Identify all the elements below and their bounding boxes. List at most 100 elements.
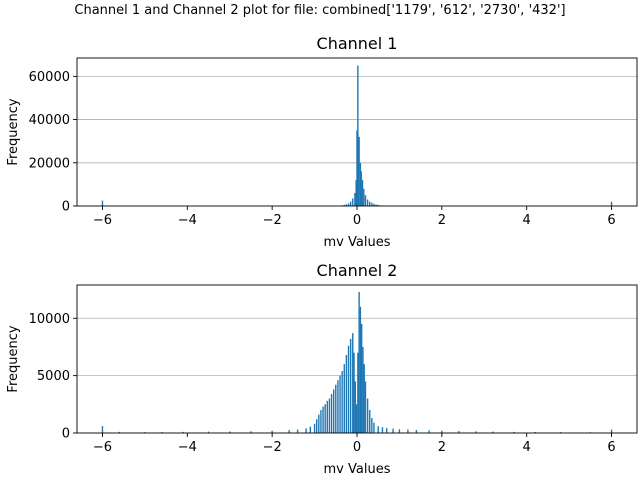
channel-2-histogram-bar <box>354 381 357 433</box>
channel-2-histogram-bar <box>377 426 379 433</box>
channel-2-histogram-bar <box>207 431 210 433</box>
channel-1-histogram-bar <box>343 204 345 206</box>
channel-2-x-tick-label: −4 <box>178 440 197 455</box>
channel-1-histogram-bar <box>377 204 379 206</box>
channel-1-histogram-bar <box>373 203 375 206</box>
channel-1-histogram-bar <box>610 201 613 206</box>
channel-2-histogram-bar <box>326 400 329 433</box>
channel-2-histogram-bar <box>288 430 290 433</box>
channel-1-histogram-bar <box>375 204 377 206</box>
channel-2-x-tick-label: 0 <box>353 440 361 455</box>
channel-2-histogram-bar <box>296 429 299 433</box>
channel-1-histogram-bar <box>357 65 359 206</box>
channel-2-histogram-bar <box>359 306 362 433</box>
channel-2-histogram-bar <box>428 430 430 433</box>
channel-2-histogram-bar <box>328 398 331 433</box>
channel-2-histogram-bar <box>341 371 343 433</box>
channel-2-title: Channel 2 <box>317 261 398 280</box>
channel-1-y-axis-label: Frequency <box>6 98 21 165</box>
channel-2-histogram-bar <box>363 364 365 433</box>
channel-2-y-tick-label: 5000 <box>37 369 70 384</box>
channel-1-histogram-bar <box>358 136 360 206</box>
channel-2-histogram-bar <box>337 380 339 433</box>
channel-2-histogram-bar <box>320 410 322 433</box>
channel-2-histogram-bar <box>360 324 363 433</box>
channel-2-histogram-bar <box>353 352 355 433</box>
channel-2-histogram-bar <box>357 352 359 433</box>
channel-2-bars <box>101 291 613 433</box>
channel-1-histogram-bar <box>366 199 369 206</box>
channel-2-histogram-bar <box>343 364 345 433</box>
channel-2-x-tick-label: 2 <box>438 440 446 455</box>
channel-1-histogram-bar <box>345 204 348 206</box>
channel-2-histogram-bar <box>118 431 121 433</box>
channel-1-bars <box>101 65 613 206</box>
channel-2-histogram-bar <box>492 431 494 433</box>
channel-2-x-tick-label: 6 <box>607 440 615 455</box>
channel-2-histogram-bar <box>352 333 354 433</box>
channel-1-histogram-bar <box>355 180 357 206</box>
channel-2-histogram-bar <box>364 381 367 433</box>
channel-2-x-ticks: −6 −4 −2 0 2 4 6 <box>93 433 616 455</box>
channel-1-histogram-bar <box>101 200 104 206</box>
channel-2-histogram-bar <box>309 426 312 433</box>
channel-2-x-tick-label: −6 <box>93 440 112 455</box>
channel-2-histogram-bar <box>513 431 515 433</box>
channel-2-x-tick-label: −2 <box>263 440 282 455</box>
channel-2-x-tick-label: 4 <box>523 440 531 455</box>
channel-2-histogram-bar <box>559 432 562 433</box>
channel-2-histogram-bar <box>407 429 409 433</box>
channel-2-histogram-bar <box>315 419 318 433</box>
channel-1-x-tick-label: 2 <box>438 213 446 228</box>
channel-2-histogram-bar <box>322 406 324 433</box>
channel-1-histogram-bar <box>363 188 365 206</box>
channel-1-histogram-bar <box>352 198 354 206</box>
channel-2-histogram-bar <box>415 430 418 433</box>
channel-2-histogram-bar <box>324 404 326 433</box>
channel-1-axes: Channel 1 −6 −4 −2 0 2 4 6 0 20000 40000 60000 mv… <box>6 34 638 250</box>
channel-2-histogram-bar <box>349 338 352 433</box>
channel-2-histogram-bar <box>330 393 333 433</box>
channel-2-histogram-bar <box>339 375 341 433</box>
channel-2-histogram-bar <box>381 427 384 433</box>
channel-2-histogram-bar <box>305 428 307 433</box>
channel-1-y-tick-label: 20000 <box>29 156 70 171</box>
channel-1-histogram-bar <box>349 201 352 206</box>
channel-2-histogram-bar <box>358 291 360 433</box>
channel-2-histogram-bar <box>345 354 348 433</box>
channel-2-histogram-bar <box>373 422 375 433</box>
figure-suptitle: Channel 1 and Channel 2 plot for file: c… <box>74 3 565 18</box>
channel-1-x-tick-label: 0 <box>353 213 361 228</box>
channel-2-y-tick-label: 10000 <box>29 312 70 327</box>
channel-1-histogram-bar <box>360 171 362 206</box>
channel-2-y-ticks: 0 5000 10000 <box>29 312 77 442</box>
channel-1-histogram-bar <box>369 201 371 206</box>
channel-1-y-tick-label: 40000 <box>29 113 70 128</box>
channel-1-histogram-bar <box>361 180 364 206</box>
channel-2-histogram-bar <box>458 431 460 433</box>
channel-2-histogram-bar <box>441 430 443 433</box>
channel-2-x-axis-label: mv Values <box>324 462 391 477</box>
channel-2-histogram-bar <box>318 414 320 433</box>
channel-2-histogram-bar <box>271 430 273 433</box>
channel-1-x-ticks: −6 −4 −2 0 2 4 6 <box>93 206 616 228</box>
channel-2-histogram-bar <box>392 428 394 433</box>
channel-1-x-tick-label: −2 <box>263 213 282 228</box>
channel-2-histogram-bar <box>475 431 477 433</box>
channel-2-histogram-bar <box>161 432 163 433</box>
channel-2-histogram-bar <box>362 346 364 433</box>
channel-2-y-axis-label: Frequency <box>6 325 21 392</box>
channel-2-histogram-bar <box>313 423 316 433</box>
channel-1-histogram-bar <box>371 202 373 206</box>
channel-1-title: Channel 1 <box>317 34 398 53</box>
channel-2-histogram-bar <box>101 426 104 433</box>
channel-1-x-axis-label: mv Values <box>324 235 391 250</box>
channel-2-histogram-bar <box>385 428 388 433</box>
channel-2-histogram-bar <box>355 404 358 433</box>
channel-1-x-tick-label: −6 <box>93 213 112 228</box>
channel-2-histogram-bar <box>144 432 146 433</box>
channel-1-x-tick-label: 4 <box>523 213 531 228</box>
channel-2-y-tick-label: 0 <box>62 427 70 442</box>
channel-1-y-tick-label: 60000 <box>29 70 70 85</box>
